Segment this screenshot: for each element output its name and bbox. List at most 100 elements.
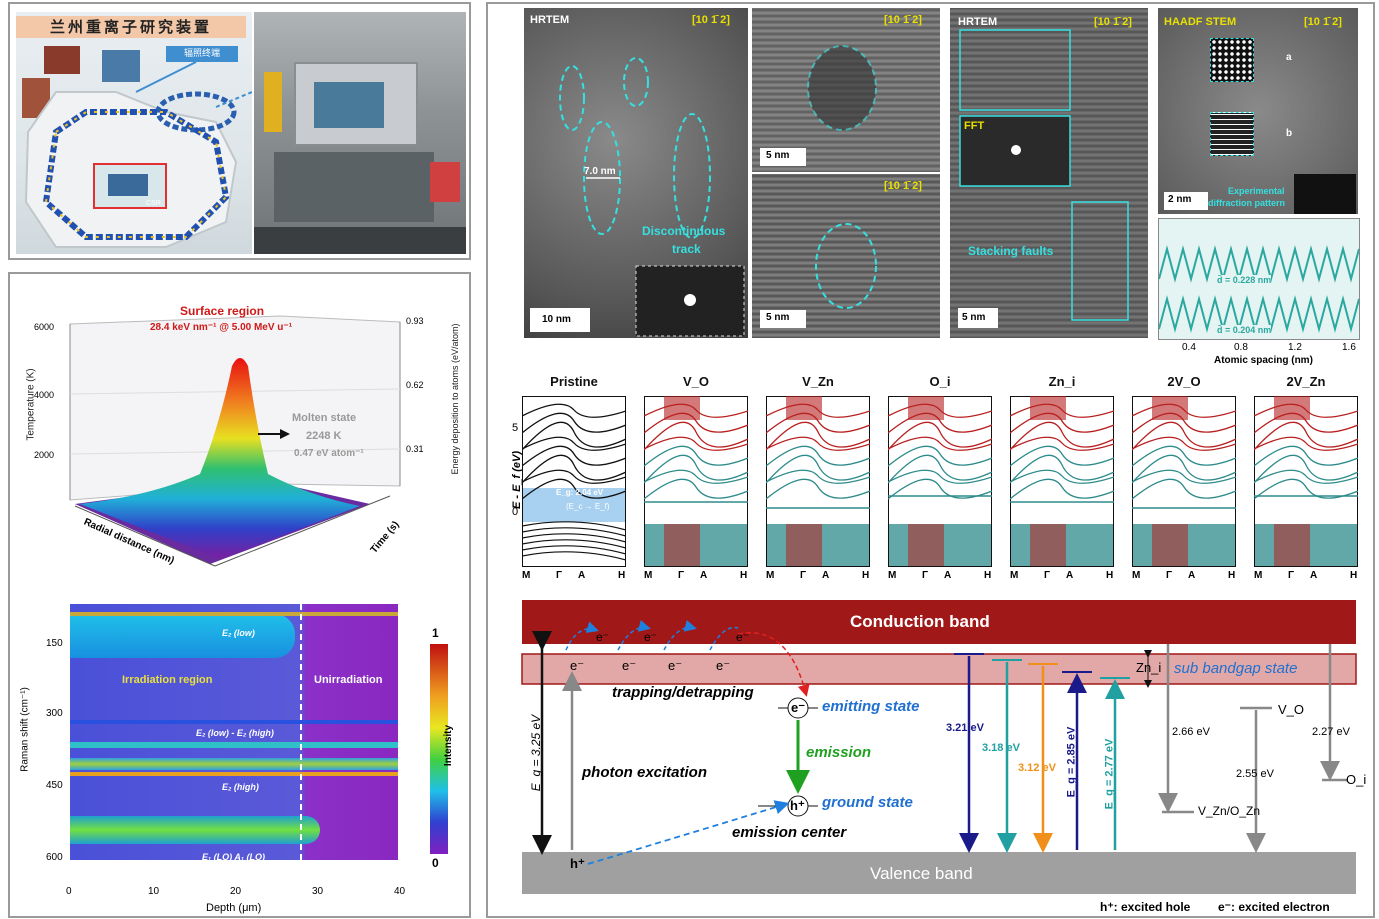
zone-axis-5: [10 1̄ 2]	[1304, 16, 1342, 28]
raman-xtick-0: 0	[66, 886, 72, 897]
kpoint-label: Γ	[1288, 570, 1295, 581]
band-ytick-5: 5	[512, 422, 519, 434]
energy-level-diagram	[521, 600, 1357, 894]
band-panel-0: Pristine E_g: 2.04 eV (E_c → E_f) M Γ A H	[522, 374, 626, 586]
spacing-xtick-0: 0.4	[1182, 342, 1196, 353]
hole-ground: h⁺	[790, 798, 805, 813]
exp-diffraction-2: diffraction pattern	[1208, 198, 1286, 208]
zone-axis-1: [10 1̄ 2]	[692, 14, 730, 26]
kpoint-label: Γ	[1044, 570, 1051, 581]
mode-e2high: E₂ (high)	[222, 782, 259, 792]
cb-label: Conduction band	[850, 612, 990, 631]
kpoint-label: Γ	[800, 570, 807, 581]
band-title: O_i	[929, 374, 951, 389]
kpoint-label: M	[522, 570, 531, 581]
raman-xtick-40: 40	[394, 886, 406, 897]
emission-label: emission	[806, 744, 872, 761]
gap-sub: (E_c → E_f)	[566, 502, 610, 511]
oi-level: O_i	[1346, 772, 1367, 787]
band-plot	[766, 396, 870, 567]
track-label: track	[672, 242, 701, 256]
results-panel: HRTEM [10 1̄ 2] 7.0 nm Discontinuous tra…	[486, 2, 1375, 918]
legend-electron: e⁻: excited electron	[1218, 900, 1330, 914]
region-unirradiation: Unirradiation	[314, 674, 383, 686]
eg-label: E_g = 3.25 eV	[529, 714, 543, 792]
d-b: d̄ = 0.204 nm	[1217, 325, 1272, 335]
region-irradiation: Irradiation region	[122, 674, 213, 686]
energy-tick-093: 0.93	[406, 316, 424, 326]
facility-badge: 辐照终端	[166, 46, 238, 62]
temp-tick-4000: 4000	[34, 390, 55, 400]
ring-layout	[22, 46, 252, 248]
energy-227: 2.27 eV	[1312, 726, 1350, 738]
trap-label: trapping/detrapping	[612, 684, 754, 701]
spacing-xtick-1: 0.8	[1234, 342, 1248, 353]
band-ytick-0: 0	[512, 506, 519, 518]
kpoint-label: A	[1188, 570, 1196, 581]
vb-label: Valence band	[870, 864, 973, 883]
band-panel-6: 2V_Zn M Γ A H	[1254, 374, 1358, 586]
kpoint-label: A	[700, 570, 708, 581]
kpoint-label: A	[944, 570, 952, 581]
band-plot	[644, 396, 748, 567]
hrtem-label-2: HRTEM	[958, 16, 998, 28]
spacing-xtick-2: 1.2	[1288, 342, 1302, 353]
spacing-profile: d̄ = 0.228 nm d̄ = 0.204 nm	[1158, 218, 1360, 340]
molten-temp: 2248 K	[306, 430, 342, 442]
spacing-lines	[1159, 245, 1359, 333]
scalebar-10nm: 10 nm	[542, 314, 571, 325]
kpoint-label: H	[1106, 570, 1114, 581]
hrtem-label-1: HRTEM	[530, 14, 570, 26]
d-a: d̄ = 0.228 nm	[1217, 275, 1272, 285]
transition-285: E_g = 2.85 eV	[1065, 726, 1078, 798]
kpoint-label: Γ	[922, 570, 929, 581]
profile-a	[1159, 245, 1359, 283]
molten-energy: 0.47 eV atom⁻¹	[294, 448, 364, 459]
mode-lo: E₁ (LO) A₁ (LO)	[202, 852, 265, 862]
hrtem-lattice-bottom: [10 1̄ 2] 5 nm	[752, 174, 940, 338]
raman-xtick-10: 10	[148, 886, 160, 897]
subgap-band	[521, 653, 1357, 685]
exp-diffraction-1: Experimental	[1228, 186, 1285, 196]
kpoint-label: M	[1132, 570, 1141, 581]
energy-tick-062: 0.62	[406, 380, 424, 390]
energy-tick-031: 0.31	[406, 444, 424, 454]
scalebar-5nm-a: 5 nm	[766, 150, 790, 161]
surface-detail: 28.4 keV nm⁻¹ @ 5.00 MeV u⁻¹	[150, 322, 293, 333]
cbar-label: Intensity	[443, 724, 455, 767]
ground-label: ground state	[822, 794, 913, 811]
kpoint-label: A	[822, 570, 830, 581]
kpoint-label: M	[1254, 570, 1263, 581]
band-panel-4: Zn_i M Γ A H	[1010, 374, 1114, 586]
cbar-min: 0	[432, 856, 439, 870]
zni-label: Zn_i	[1136, 660, 1162, 675]
spacing-xlabel: Atomic spacing (nm)	[1214, 355, 1313, 366]
band-plot	[522, 396, 626, 567]
band-plot	[1010, 396, 1114, 567]
profile-b	[1159, 295, 1359, 333]
raman-ylabel: Raman shift (cm⁻¹)	[19, 687, 31, 772]
energy-axis-label: Energy deposition to atoms (eV/atom)	[450, 323, 460, 475]
raman-ytick-600: 600	[46, 852, 63, 863]
facility-title: 兰州重离子研究装置	[16, 16, 246, 38]
kpoint-label: Γ	[678, 570, 685, 581]
transition-318: 3.18 eV	[982, 742, 1020, 754]
transition-321: 3.21 eV	[946, 722, 984, 734]
facility-model: 兰州重离子研究装置 辐照终端 CSR	[16, 12, 252, 254]
simulation-panel: Surface region 28.4 keV nm⁻¹ @ 5.00 MeV …	[8, 272, 471, 918]
temp-axis-label: Temperature (K)	[25, 368, 37, 441]
surface-title: Surface region	[180, 304, 265, 318]
band-panel-2: V_Zn M Γ A H	[766, 374, 870, 586]
kpoint-label: A	[1310, 570, 1318, 581]
scalebar-5nm-b: 5 nm	[766, 312, 790, 323]
hrtem-lattice-top: [10 1̄ 2] 5 nm	[752, 8, 940, 172]
electron-cb-3: e⁻	[736, 630, 750, 644]
stacking-faults-label: Stacking faults	[968, 244, 1054, 258]
label-a: a	[1286, 52, 1292, 63]
kpoint-label: H	[1228, 570, 1236, 581]
haadf-label: HAADF STEM	[1164, 16, 1237, 28]
molten-title: Molten state	[292, 412, 357, 424]
raman-ytick-450: 450	[46, 780, 63, 791]
conduction-band	[522, 600, 1356, 644]
transition-312: 3.12 eV	[1018, 762, 1056, 774]
